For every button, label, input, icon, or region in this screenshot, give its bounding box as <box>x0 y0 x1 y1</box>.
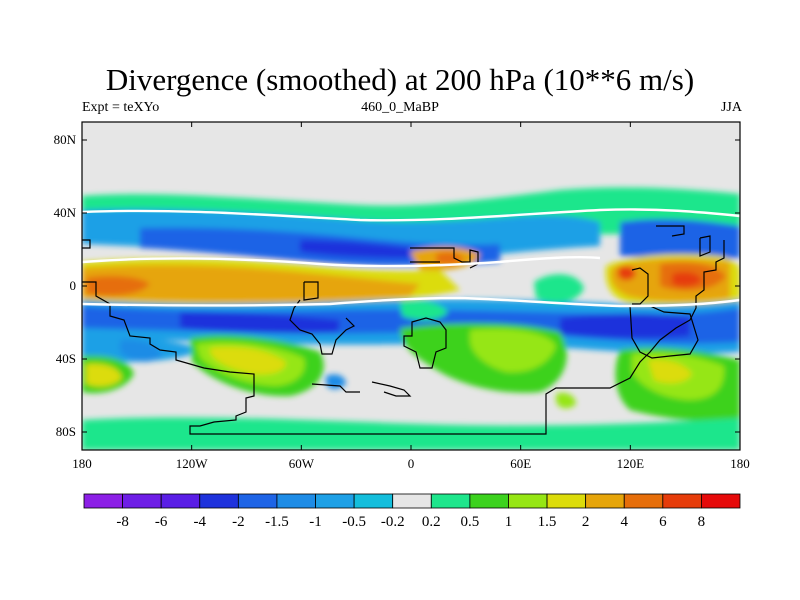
field-south-darkblue <box>180 312 340 333</box>
colorbar-box <box>623 493 664 509</box>
colorbar-label: -6 <box>155 514 168 530</box>
y-tick-label: 40N <box>54 205 77 220</box>
coastline-australia <box>629 305 699 359</box>
field-equator-red <box>86 276 150 296</box>
colorbar-box <box>199 493 239 509</box>
divergence-field <box>82 122 740 450</box>
colorbar-label: -0.5 <box>342 514 366 530</box>
field-east-north-blue <box>620 219 740 259</box>
colorbar-label: 0.2 <box>422 514 441 530</box>
colorbar-label: -2 <box>232 514 245 530</box>
x-tick-label: 0 <box>408 456 415 471</box>
colorbar-box <box>508 493 548 509</box>
y-tick-label: 80N <box>54 132 77 147</box>
field-pacific-ring-green <box>534 274 584 303</box>
x-tick-label: 120E <box>617 456 645 471</box>
coastline-americas <box>82 239 725 435</box>
colorbar-label: -0.2 <box>381 514 405 530</box>
y-axis-ticks: 80N 40N 0 40S 80S <box>54 132 740 439</box>
colorbar-box <box>662 493 702 509</box>
colorbar-box <box>315 493 355 509</box>
field-equator-orange <box>82 265 420 302</box>
coastline-asia <box>631 225 711 305</box>
colorbar-label: -8 <box>116 514 129 530</box>
colorbar-box <box>585 493 625 509</box>
colorbar-box <box>546 493 587 509</box>
coastline-africa <box>403 247 479 369</box>
colorbar-box <box>701 493 741 509</box>
field-indonesia-red <box>618 266 636 281</box>
coastline-antarctic-peninsula <box>311 381 412 397</box>
field-southatlantic-lime <box>556 392 576 409</box>
colorbar-label: 1 <box>505 514 513 530</box>
x-axis-ticks: 180 120W 60W 0 60E 120E 180 <box>72 122 750 471</box>
coastline-south-america-west <box>289 281 356 355</box>
colorbar-box <box>122 493 162 509</box>
experiment-label: Expt = teXYo <box>82 100 160 115</box>
x-tick-label: 180 <box>730 456 750 471</box>
colorbar-box <box>160 493 201 509</box>
zero-contours <box>82 208 740 308</box>
field-band-north-darkblue <box>300 240 410 258</box>
y-tick-label: 40S <box>56 351 76 366</box>
colorbar-box <box>430 493 471 509</box>
field-africa-red <box>436 252 464 265</box>
field-pacific-darkred <box>672 272 702 287</box>
field-southeastpacific-yellow <box>86 363 122 387</box>
colorbar: -8 -6 -4 -2 -1.5 -1 -0.5 -0.2 0.2 0.5 1 1.5 2 4 6 8 <box>83 493 741 530</box>
colorbar-label: 8 <box>698 514 706 530</box>
colorbar-label: -4 <box>194 514 207 530</box>
field-southeast-darkblue <box>560 313 690 339</box>
colorbar-box <box>353 493 394 509</box>
colorbar-label: -1 <box>309 514 322 530</box>
colorbar-label: 1.5 <box>538 514 557 530</box>
colorbar-label: 2 <box>582 514 590 530</box>
time-label: 460_0_MaBP <box>361 100 439 115</box>
colorbar-box <box>237 493 278 509</box>
colorbar-box <box>276 493 316 509</box>
x-tick-label: 180 <box>72 456 92 471</box>
plot-title: Divergence (smoothed) at 200 hPa (10**6 … <box>105 62 695 97</box>
colorbar-label: -1.5 <box>265 514 289 530</box>
field-southpacific-yellow <box>210 346 286 375</box>
field-southindian-lime <box>470 328 556 373</box>
field-atlantic-green <box>400 300 448 321</box>
colorbar-label: 6 <box>659 514 667 530</box>
y-tick-label: 0 <box>70 278 77 293</box>
field-southaustralia-yellow <box>648 359 692 384</box>
coastlines <box>82 225 725 435</box>
colorbar-box <box>469 493 509 509</box>
colorbar-label: 0.5 <box>461 514 480 530</box>
colorbar-label: 4 <box>620 514 628 530</box>
season-label: JJA <box>720 100 742 115</box>
colorbar-box <box>392 493 432 509</box>
y-tick-label: 80S <box>56 424 76 439</box>
x-tick-label: 60E <box>510 456 531 471</box>
x-tick-label: 120W <box>176 456 209 471</box>
x-tick-label: 60W <box>289 456 315 471</box>
colorbar-box <box>83 493 123 509</box>
